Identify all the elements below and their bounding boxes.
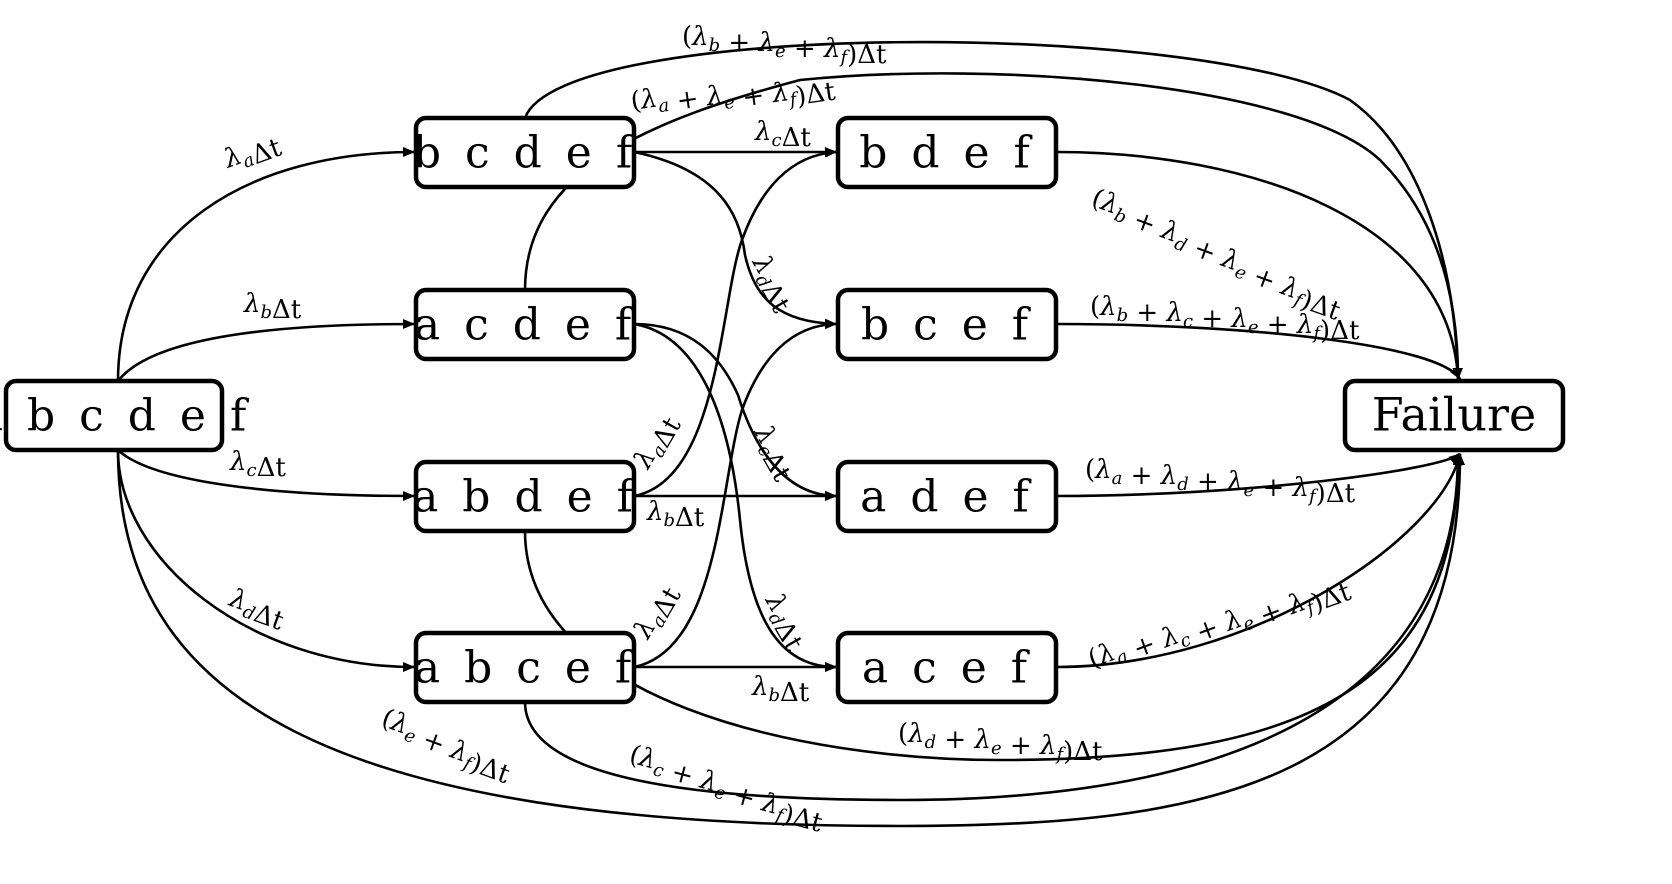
state-s8: a c e f <box>835 630 1059 705</box>
rate-label-s0-to-s4: λdΔt <box>223 583 291 637</box>
transition-s5-to-fail <box>1055 150 1463 380</box>
transition-s2-to-s7 <box>633 322 837 501</box>
rate-label-s7-to-fail: (λa + λd + λe + λf)Δt <box>1085 455 1356 509</box>
state-box <box>413 459 637 534</box>
rate-label-s0-to-s3: λcΔt <box>229 447 286 483</box>
state-s0: a b c d e f <box>0 378 251 453</box>
rate-label-s2-to-fail: (λa + λe + λf)Δt <box>629 59 838 135</box>
state-label: a b c d e f <box>0 391 251 442</box>
state-label: a d e f <box>860 472 1034 523</box>
state-s4: a b c e f <box>413 630 637 705</box>
transition-s4-to-fail <box>523 453 1463 802</box>
transition-s0-to-s1 <box>116 147 415 382</box>
rate-label-s3-to-s7: λbΔt <box>646 497 705 533</box>
transition-s0-to-s2 <box>116 319 415 382</box>
rate-label-s1-to-s5: λcΔt <box>754 117 811 153</box>
state-s6: b c e f <box>835 287 1059 362</box>
rate-label-s1-to-s6: λdΔt <box>740 250 801 319</box>
rate-label-s0-to-fail: (λe + λf)Δt <box>374 703 519 790</box>
state-label: a b c e f <box>414 643 636 694</box>
state-s2: a c d e f <box>413 287 637 362</box>
state-label: b c e f <box>861 300 1033 351</box>
state-box <box>835 115 1059 190</box>
rate-label-s4-to-s8: λbΔt <box>751 672 810 708</box>
rate-label-s8-to-fail: (λa + λc + λe + λf)Δt <box>1084 554 1355 697</box>
state-label: Failure <box>1372 388 1536 442</box>
state-box <box>413 630 637 705</box>
transition-s1-to-fail <box>523 40 1463 380</box>
transition-s0-to-s4 <box>116 449 415 672</box>
transition-s2-to-s8 <box>633 322 837 672</box>
transition-s8-to-fail <box>1055 453 1463 669</box>
state-box <box>3 378 225 453</box>
transition-s6-to-fail <box>1055 322 1462 380</box>
transition-s1-to-s6 <box>633 150 837 329</box>
transition-s3-to-s5 <box>633 147 837 498</box>
state-label: b d e f <box>859 128 1035 179</box>
state-label: a b d e f <box>412 472 638 523</box>
rate-label-s6-to-fail: (λb + λc + λe + λf)Δt <box>1090 292 1360 346</box>
rate-label-s4-to-fail: (λc + λe + λf)Δt <box>622 740 831 839</box>
transition-s0-to-fail <box>116 449 1465 828</box>
rate-label-s2-to-s8: λdΔt <box>753 588 814 657</box>
state-label: b c d e f <box>413 128 637 179</box>
state-label: a c d e f <box>414 300 636 351</box>
rate-label-s1-to-fail: (λb + λe + λf)Δt <box>682 22 887 70</box>
transition-s4-to-s6 <box>633 319 837 669</box>
state-box <box>835 287 1059 362</box>
rate-label-s0-to-s2: λbΔt <box>243 289 302 325</box>
state-s3: a b d e f <box>412 459 638 534</box>
transition-s7-to-fail <box>1055 452 1461 498</box>
rate-label-s3-to-fail: (λd + λe + λf)Δt <box>898 719 1103 767</box>
state-label: a c e f <box>862 643 1032 694</box>
transition-s0-to-s3 <box>117 449 415 501</box>
state-box <box>835 630 1059 705</box>
state-box <box>1342 378 1566 453</box>
state-s1: b c d e f <box>413 115 637 190</box>
state-box <box>835 459 1059 534</box>
state-fail: Failure <box>1342 378 1566 453</box>
state-s7: a d e f <box>835 459 1059 534</box>
state-box <box>413 287 637 362</box>
state-box <box>413 115 637 190</box>
state-s5: b d e f <box>835 115 1059 190</box>
